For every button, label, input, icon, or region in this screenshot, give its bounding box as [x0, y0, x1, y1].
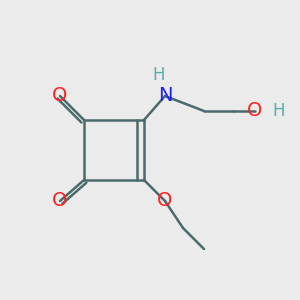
Text: O: O [157, 191, 173, 211]
Text: N: N [158, 86, 172, 106]
Text: O: O [247, 101, 263, 121]
Text: O: O [52, 86, 68, 106]
Text: H: H [153, 66, 165, 84]
Text: H: H [273, 102, 285, 120]
Text: O: O [52, 191, 68, 211]
